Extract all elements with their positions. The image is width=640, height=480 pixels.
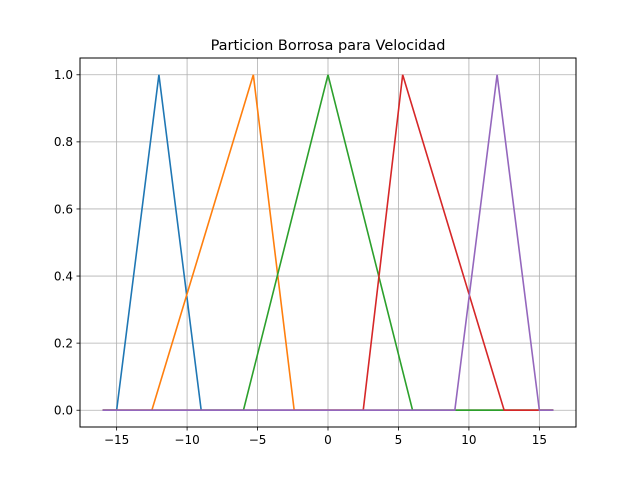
x-tick-label: 10 bbox=[461, 433, 476, 447]
y-tick-label: 0.8 bbox=[54, 135, 73, 149]
y-axis: 0.0 0.2 0.4 0.6 0.8 1.0 bbox=[54, 68, 80, 418]
chart-title: Particion Borrosa para Velocidad bbox=[211, 38, 446, 54]
y-tick-label: 0.6 bbox=[54, 202, 73, 216]
y-tick-label: 0.0 bbox=[54, 404, 73, 418]
x-tick-label: −5 bbox=[249, 433, 267, 447]
x-tick-label: −15 bbox=[104, 433, 129, 447]
series-line-5 bbox=[102, 74, 554, 412]
y-tick-label: 1.0 bbox=[54, 68, 73, 82]
y-tick-label: 0.2 bbox=[54, 336, 73, 350]
x-axis: −15 −10 −5 0 5 10 15 bbox=[104, 427, 547, 447]
x-tick-label: 0 bbox=[324, 433, 332, 447]
x-tick-label: 5 bbox=[395, 433, 403, 447]
y-tick-label: 0.4 bbox=[54, 269, 73, 283]
x-tick-label: 15 bbox=[532, 433, 547, 447]
series-group bbox=[102, 74, 554, 412]
x-tick-label: −10 bbox=[174, 433, 199, 447]
